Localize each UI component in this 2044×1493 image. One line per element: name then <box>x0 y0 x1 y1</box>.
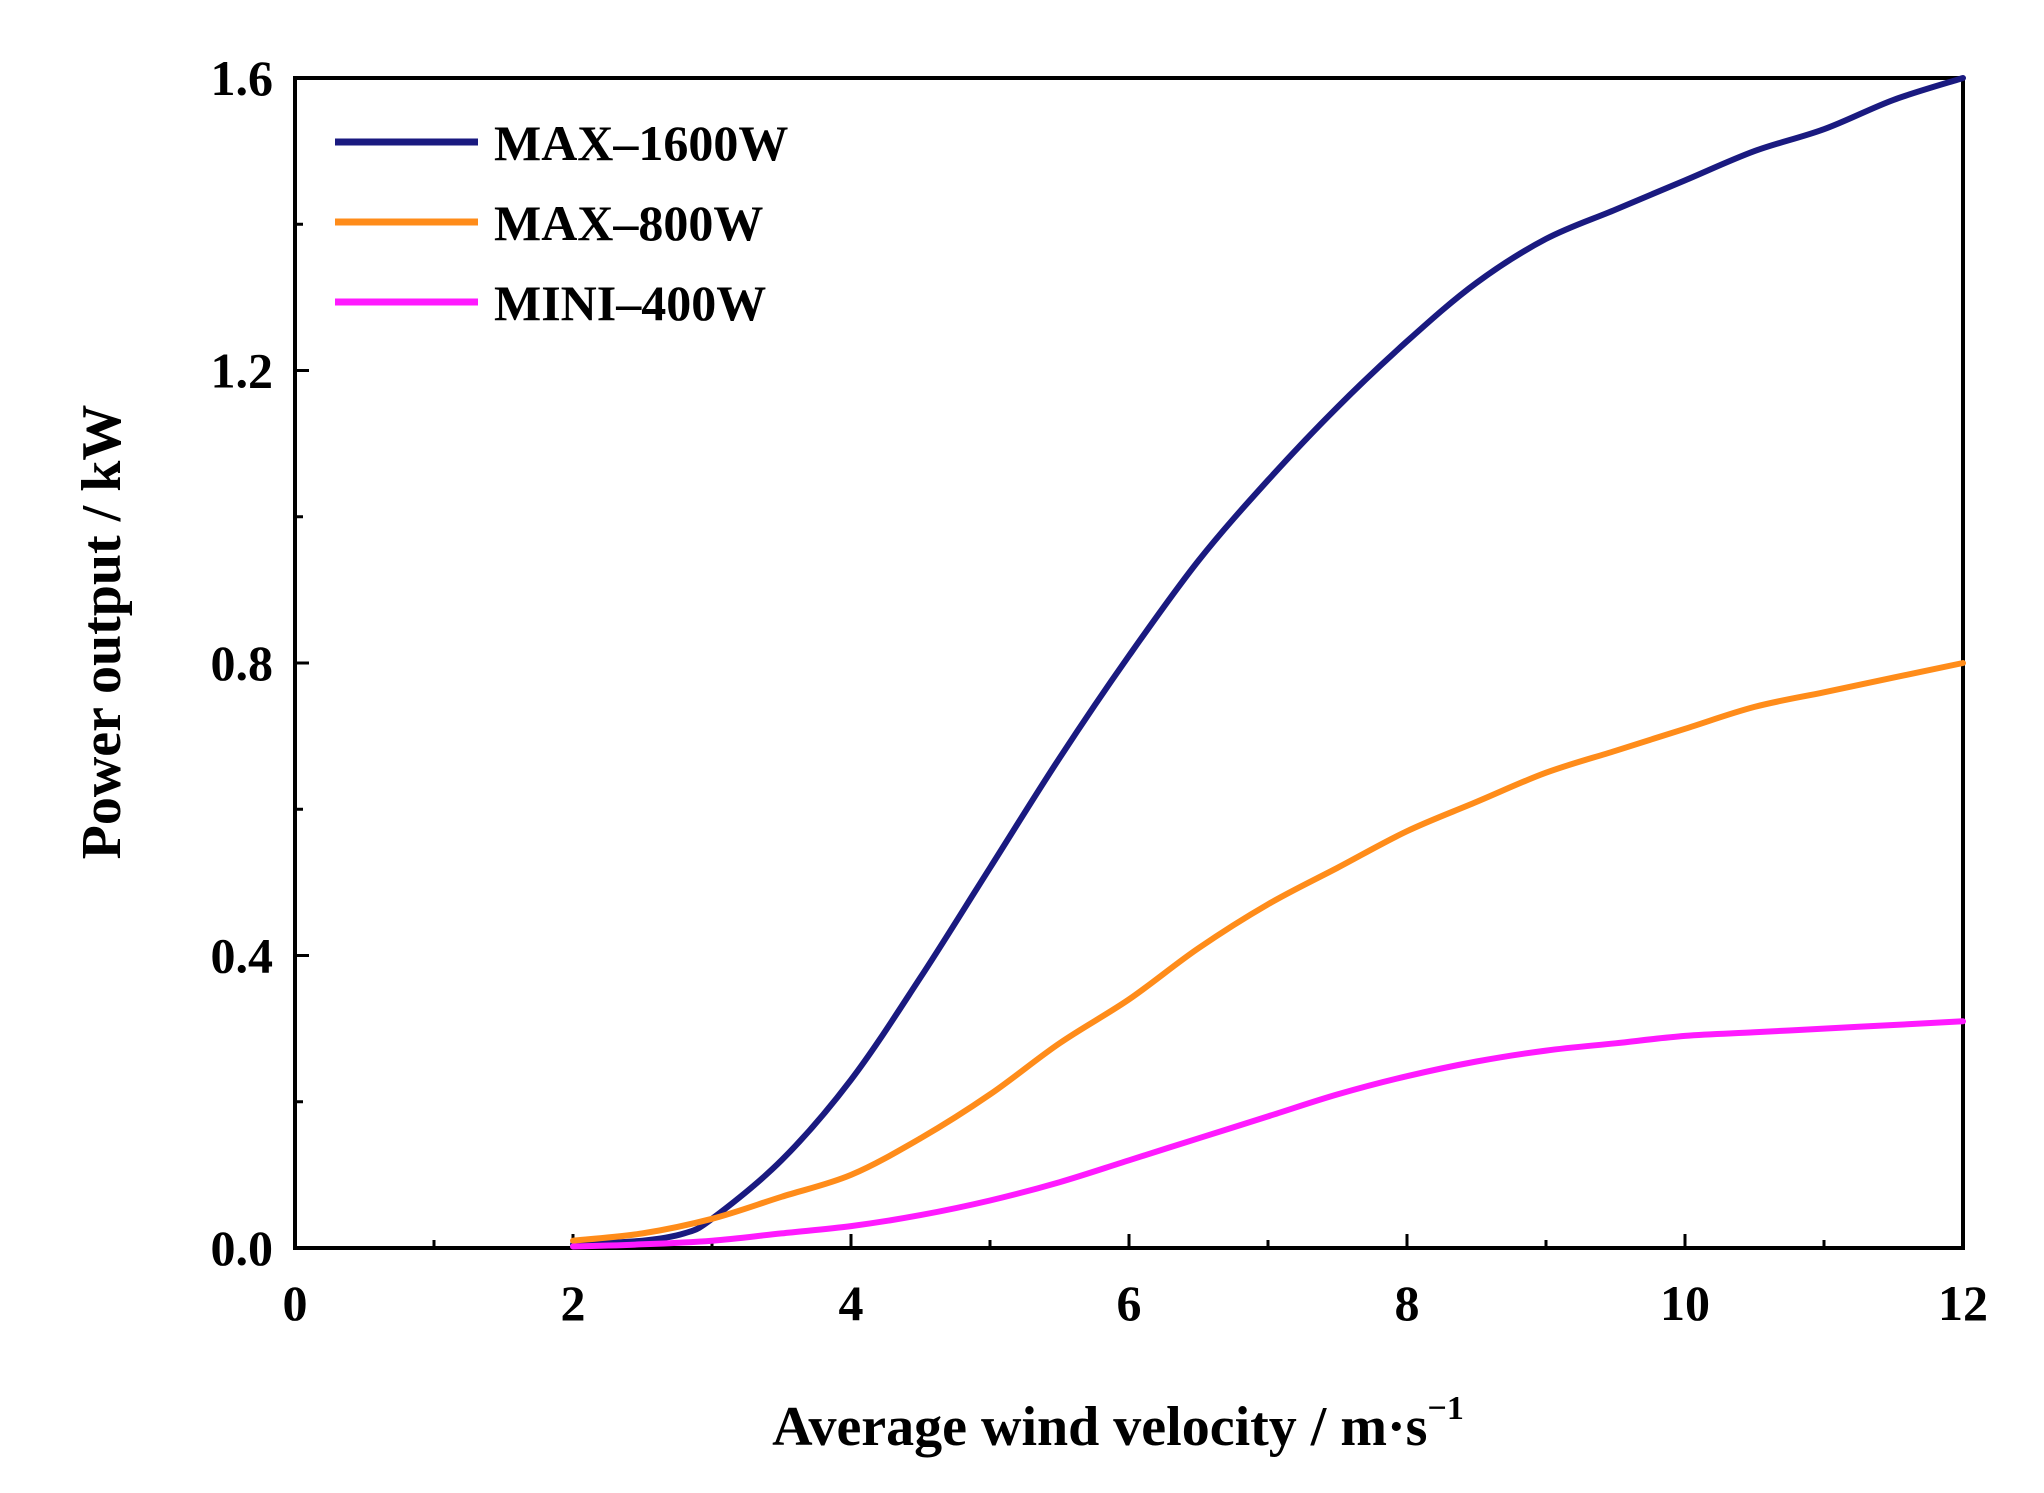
series-line-3 <box>570 1018 1966 1250</box>
x-tick-label: 12 <box>1938 1275 1988 1331</box>
series-lines <box>570 75 1966 1250</box>
y-tick-label: 0.0 <box>211 1220 274 1276</box>
x-tick-label: 2 <box>561 1275 586 1331</box>
x-tick-label: 10 <box>1660 1275 1710 1331</box>
legend-label: MINI–400W <box>494 275 766 331</box>
y-tick-label: 1.6 <box>211 50 274 106</box>
legend: MAX–1600W MAX–800W MINI–400W <box>335 115 788 331</box>
y-tick-label: 0.8 <box>211 635 274 691</box>
x-tick-label: 8 <box>1395 1275 1420 1331</box>
legend-label: MAX–1600W <box>494 115 788 171</box>
x-tick-label: 6 <box>1117 1275 1142 1331</box>
y-tick-label: 1.2 <box>211 343 274 399</box>
series-line-1 <box>570 75 1966 1248</box>
y-tick-label: 0.4 <box>211 928 274 984</box>
x-axis-title-superscript: −1 <box>1427 1390 1463 1427</box>
x-tick-label: 0 <box>283 1275 308 1331</box>
axis-ticks: 0 2 4 6 8 10 12 0.0 0.4 0.8 1.2 1.6 <box>211 50 1989 1331</box>
x-axis-title: Average wind velocity / m·s−1 <box>772 1390 1464 1458</box>
x-tick-label: 4 <box>839 1275 864 1331</box>
legend-label: MAX–800W <box>494 195 763 251</box>
x-axis-title-text: Average wind velocity / m·s <box>772 1396 1427 1458</box>
plot-frame <box>293 76 1965 1250</box>
y-axis-title: Power output / kW <box>71 405 133 860</box>
series-line-2 <box>570 660 1966 1244</box>
plot-border <box>293 76 1965 1250</box>
